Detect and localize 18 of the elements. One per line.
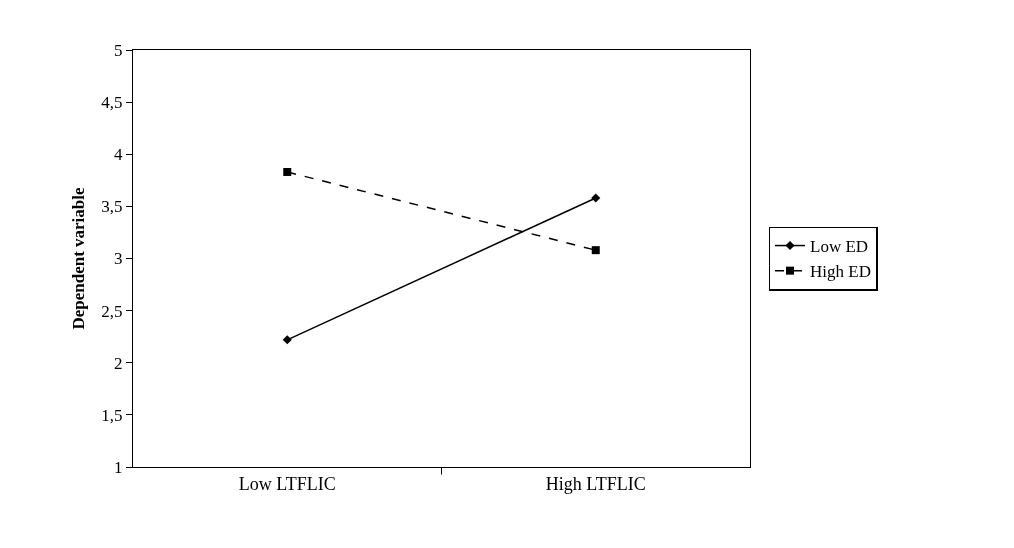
y-tick-label: 4 <box>114 145 124 165</box>
legend-label: High ED <box>810 262 871 282</box>
point <box>282 335 292 345</box>
point <box>283 167 292 176</box>
y-tick-label: 3,5 <box>101 197 123 217</box>
y-tick-label: 2 <box>114 353 123 373</box>
y-tick-label: 4,5 <box>101 93 123 113</box>
y-tick-label: 1 <box>114 457 123 477</box>
x-tick-label: High LTFLIC <box>545 473 646 494</box>
y-tick-label: 1,5 <box>101 405 123 425</box>
point <box>591 246 600 255</box>
y-tick-label: 2,5 <box>101 301 123 321</box>
y-tick-label: 3 <box>114 249 123 269</box>
y-tick-label: 5 <box>114 40 123 60</box>
y-axis-title: Dependent variable <box>68 186 88 330</box>
x-tick-label: Low LTFLIC <box>238 473 336 494</box>
legend-label: Low ED <box>810 237 869 257</box>
point <box>591 193 601 203</box>
